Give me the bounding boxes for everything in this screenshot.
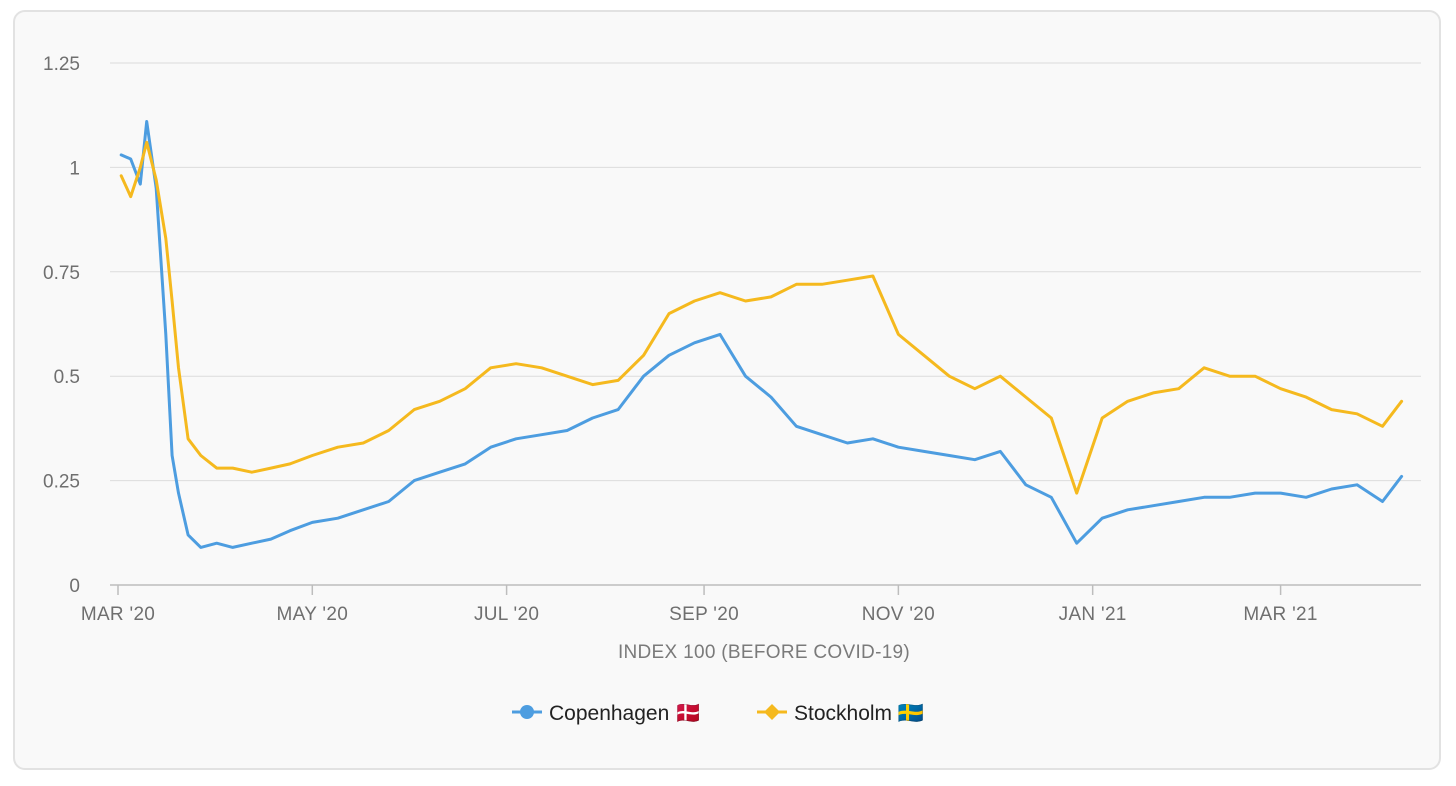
x-tick-label: JAN '21 <box>1059 604 1127 625</box>
x-tick-label: MAR '20 <box>81 604 155 625</box>
x-axis: MAR '20 MAY '20 JUL '20 SEP '20 NOV '20 JAN '… <box>81 585 1317 625</box>
y-tick-label: 0.5 <box>54 367 80 388</box>
series-line-stockholm <box>119 140 1404 495</box>
y-tick-label: 1.25 <box>43 54 80 75</box>
legend-label: Copenhagen 🇩🇰 <box>549 700 701 725</box>
legend-diamond-marker <box>764 704 780 720</box>
chart-card <box>13 10 1441 770</box>
y-axis: 0 0.25 0.5 0.75 1 1.25 <box>43 54 80 597</box>
y-tick-label: 1 <box>69 158 80 179</box>
legend-circle-marker <box>520 705 534 719</box>
x-tick-label: MAR '21 <box>1243 604 1317 625</box>
x-tick-label: JUL '20 <box>474 604 539 625</box>
x-axis-title: INDEX 100 (BEFORE COVID-19) <box>618 642 910 663</box>
legend-label: Stockholm 🇸🇪 <box>794 702 924 725</box>
y-tick-label: 0.25 <box>43 472 80 493</box>
x-tick-label: MAY '20 <box>277 604 349 625</box>
x-tick-label: SEP '20 <box>669 604 739 625</box>
y-tick-label: 0.75 <box>43 263 80 284</box>
gridlines <box>110 62 1421 586</box>
series-lines <box>119 120 1404 549</box>
series-line-copenhagen <box>119 120 1404 549</box>
x-tick-label: NOV '20 <box>862 604 935 625</box>
legend-item-stockholm[interactable]: Stockholm 🇸🇪 <box>757 702 924 725</box>
legend[interactable]: Copenhagen 🇩🇰 Stockholm 🇸🇪 <box>512 700 924 725</box>
legend-item-copenhagen[interactable]: Copenhagen 🇩🇰 <box>512 700 701 725</box>
y-tick-label: 0 <box>69 576 80 597</box>
